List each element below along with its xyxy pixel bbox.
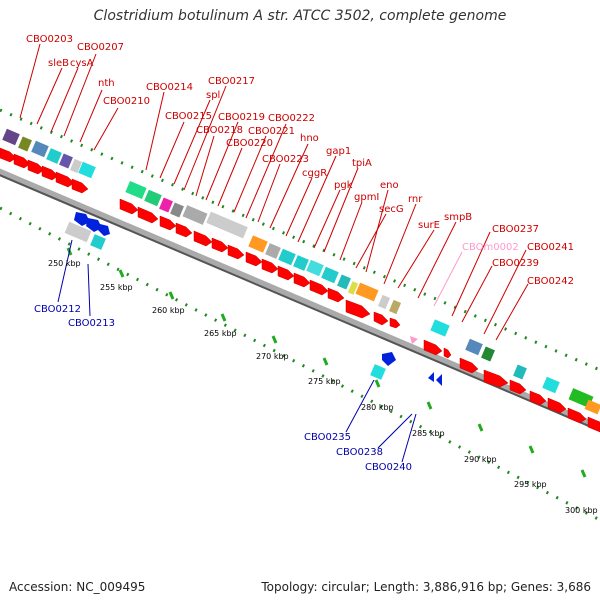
gene-label-cbo0219: CBO0219 <box>218 112 265 123</box>
gene-label-sleb: sleB <box>48 58 69 69</box>
ruler-label-285: 285 kbp <box>412 429 445 438</box>
gene-label-smpb: smpB <box>444 212 472 223</box>
map-title: Clostridium botulinum A str. ATCC 3502, … <box>93 8 507 24</box>
leader-line-pink <box>433 251 463 307</box>
feature-boxes-top <box>2 128 600 415</box>
gene-labels-bottom: CBO0212 CBO0213 CBO0235 CBO0238 CBO0240 <box>34 304 412 473</box>
ruler-label-300: 300 kbp <box>565 506 598 515</box>
gene-label-cbo0238: CBO0238 <box>336 447 383 458</box>
gene-label-cbo0212: CBO0212 <box>34 304 81 315</box>
ruler-labels: 250 kbp 255 kbp 260 kbp 265 kbp 270 kbp … <box>48 259 598 515</box>
gene-label-cbo0221: CBO0221 <box>248 126 295 137</box>
gene-label-cbo0220: CBO0220 <box>226 138 273 149</box>
backbone <box>0 168 600 432</box>
gene-label-eno: eno <box>380 180 399 191</box>
gene-label-secg: secG <box>379 204 404 215</box>
ruler-label-275: 275 kbp <box>308 377 341 386</box>
ruler-label-280: 280 kbp <box>361 403 394 412</box>
ruler-label-250: 250 kbp <box>48 259 81 268</box>
gene-label-gpmi: gpmI <box>354 192 379 203</box>
gene-label-cbo0237: CBO0237 <box>492 224 539 235</box>
gene-label-cbo0213: CBO0213 <box>68 318 115 329</box>
gene-label-cbo0235: CBO0235 <box>304 432 351 443</box>
gene-label-cbo0217: CBO0217 <box>208 76 255 87</box>
gene-label-hno: hno <box>300 133 319 144</box>
gene-label-cbo0214: CBO0214 <box>146 82 193 93</box>
gene-label-cbo0240: CBO0240 <box>365 462 412 473</box>
gene-label-cbo0218: CBO0218 <box>196 125 243 136</box>
gene-label-rnr: rnr <box>408 194 423 205</box>
gene-label-cbo0223: CBO0223 <box>262 154 309 165</box>
gene-label-nth: nth <box>98 78 115 89</box>
gene-label-cbo0215: CBO0215 <box>165 111 212 122</box>
gene-label-cbo0210: CBO0210 <box>103 96 150 107</box>
ncrna-arrow <box>410 336 418 344</box>
ruler-ticks <box>66 247 587 478</box>
gene-label-cggr: cggR <box>302 168 327 179</box>
gene-label-cbo0242: CBO0242 <box>527 276 574 287</box>
gene-label-cysa: cysA <box>70 58 94 69</box>
gene-label-sure: surE <box>418 220 440 231</box>
accession-text: Accession: NC_009495 <box>9 580 146 594</box>
ruler-label-255: 255 kbp <box>100 283 133 292</box>
gene-labels-top: CBO0203 sleB cysA CBO0207 nth CBO0210 CB… <box>26 34 574 287</box>
genome-summary-text: Topology: circular; Length: 3,886,916 bp… <box>261 580 591 594</box>
ruler-label-270: 270 kbp <box>256 352 289 361</box>
ruler-label-290: 290 kbp <box>464 455 497 464</box>
gene-label-cbo0241: CBO0241 <box>527 242 574 253</box>
leader-lines-bottom <box>57 239 417 463</box>
gene-label-tpia: tpiA <box>352 158 372 169</box>
gene-label-cbom0002: CBOm0002 <box>462 242 519 253</box>
forward-gene-arrows <box>0 147 600 433</box>
gene-label-cbo0222: CBO0222 <box>268 113 315 124</box>
gene-label-pgk: pgk <box>334 180 353 191</box>
ruler-label-260: 260 kbp <box>152 306 185 315</box>
gene-label-spl: spl <box>206 90 220 101</box>
gene-label-gap1: gap1 <box>326 146 351 157</box>
gene-label-cbo0207: CBO0207 <box>77 42 124 53</box>
leader-lines-top <box>19 43 529 341</box>
ruler-label-265: 265 kbp <box>204 329 237 338</box>
reverse-features <box>64 212 442 386</box>
gene-label-cbo0239: CBO0239 <box>492 258 539 269</box>
gene-label-cbo0203: CBO0203 <box>26 34 73 45</box>
ruler-label-295: 295 kbp <box>514 480 547 489</box>
